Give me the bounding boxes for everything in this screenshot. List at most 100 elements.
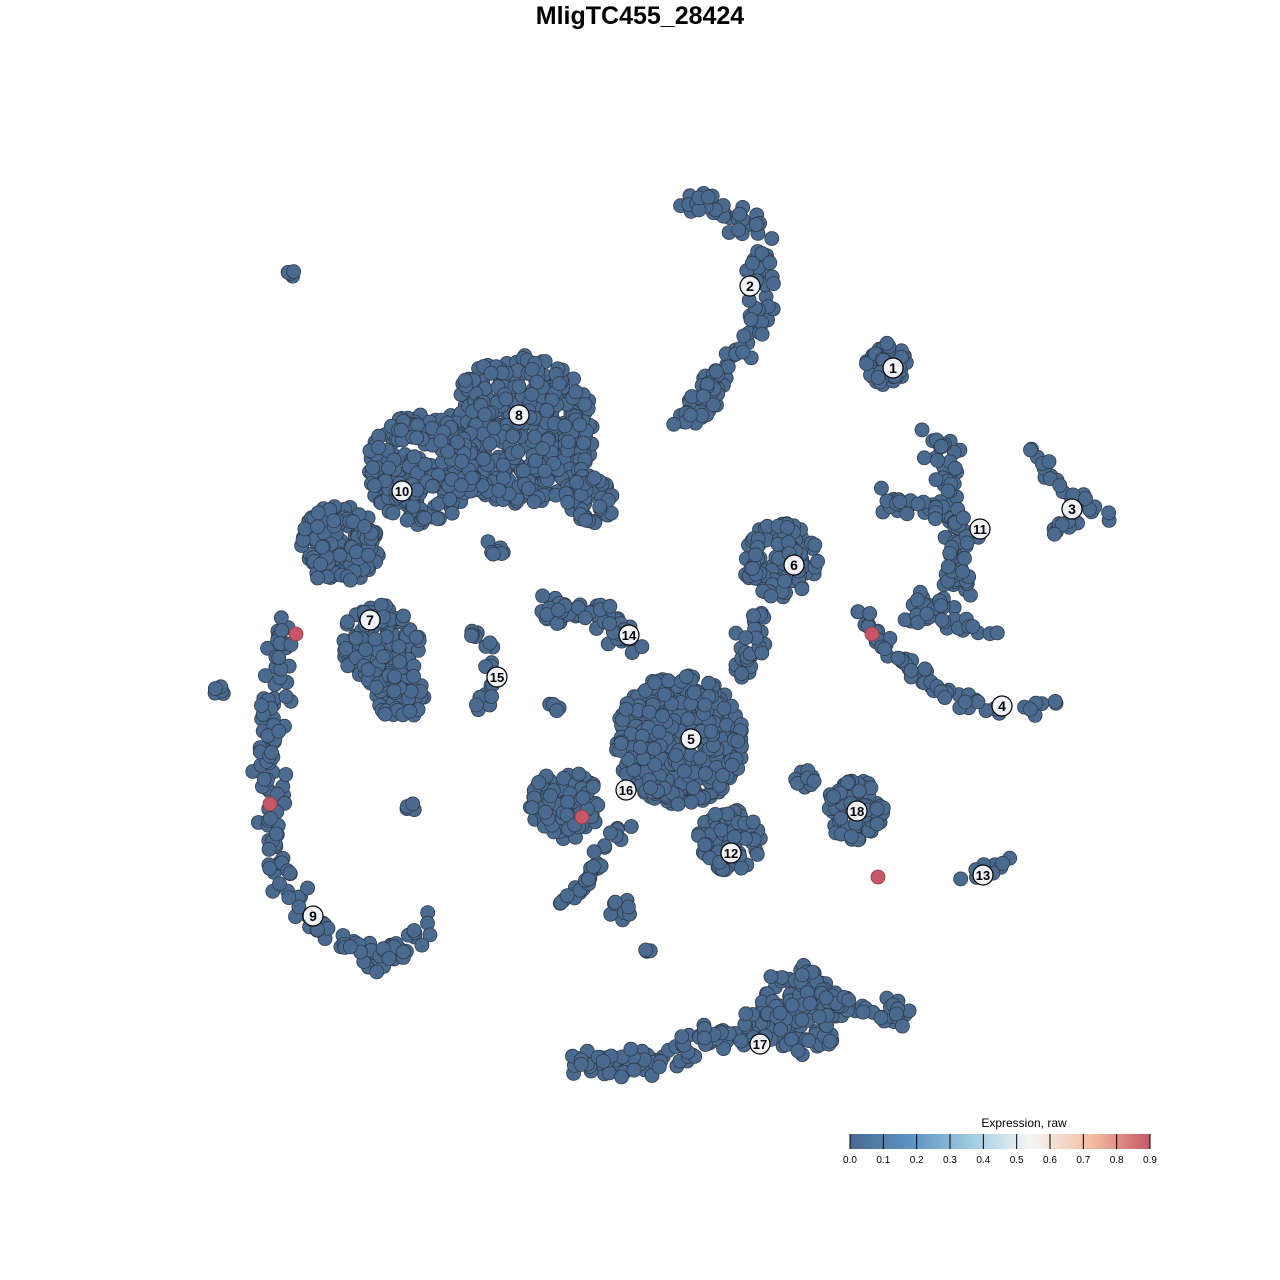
data-point bbox=[586, 470, 602, 486]
data-point bbox=[802, 996, 818, 1011]
data-point bbox=[851, 783, 867, 799]
data-point bbox=[414, 937, 430, 953]
data-point bbox=[449, 434, 465, 450]
cluster-label: 8 bbox=[508, 404, 530, 426]
data-point bbox=[453, 477, 469, 493]
data-point bbox=[810, 553, 825, 569]
data-point bbox=[262, 861, 278, 876]
data-point bbox=[385, 505, 401, 521]
data-point bbox=[527, 429, 543, 445]
data-point bbox=[794, 1012, 810, 1028]
cluster-label-badge bbox=[1061, 498, 1083, 520]
data-point bbox=[515, 463, 531, 479]
data-point bbox=[910, 496, 926, 512]
colorbar-tick-label: 0.6 bbox=[1043, 1155, 1057, 1166]
data-point bbox=[569, 474, 584, 490]
data-point bbox=[794, 967, 810, 983]
cluster-label-text: 3 bbox=[1068, 501, 1076, 517]
data-point bbox=[550, 602, 566, 618]
data-point bbox=[559, 888, 575, 903]
data-point bbox=[873, 1010, 889, 1026]
cluster-label-badge bbox=[486, 666, 508, 688]
cluster-label-text: 7 bbox=[366, 612, 374, 628]
data-point bbox=[577, 610, 593, 626]
data-point bbox=[806, 773, 822, 789]
data-point bbox=[586, 844, 602, 860]
data-point bbox=[399, 512, 415, 528]
data-point bbox=[310, 505, 326, 521]
data-point bbox=[942, 545, 958, 561]
data-point bbox=[392, 654, 408, 670]
data-point bbox=[342, 572, 358, 588]
data-point bbox=[889, 1006, 904, 1022]
data-point bbox=[560, 434, 576, 450]
cluster-label-badge bbox=[720, 842, 742, 864]
cluster-label: 15 bbox=[486, 666, 508, 688]
data-point bbox=[646, 741, 662, 757]
data-point bbox=[869, 801, 885, 817]
data-point bbox=[484, 689, 500, 704]
data-point bbox=[505, 429, 521, 444]
data-point bbox=[716, 1041, 731, 1056]
data-point bbox=[734, 860, 749, 876]
cluster-label-badge bbox=[882, 357, 904, 379]
data-point bbox=[613, 735, 629, 751]
cluster-label-badge bbox=[302, 905, 324, 927]
data-point bbox=[777, 573, 792, 589]
data-point bbox=[1041, 454, 1057, 470]
data-point bbox=[444, 505, 460, 521]
data-point bbox=[551, 376, 567, 392]
data-point bbox=[833, 810, 849, 826]
data-point bbox=[708, 363, 724, 379]
data-point bbox=[367, 478, 382, 493]
data-point bbox=[684, 794, 699, 810]
colorbar-tick-label: 0.1 bbox=[876, 1155, 890, 1166]
data-point bbox=[365, 460, 381, 476]
data-point bbox=[602, 616, 617, 631]
data-point bbox=[405, 796, 421, 812]
data-point bbox=[391, 639, 407, 654]
cluster-label-text: 6 bbox=[790, 557, 798, 573]
data-point bbox=[535, 441, 551, 457]
data-point bbox=[763, 588, 779, 604]
data-point bbox=[340, 614, 355, 630]
data-point bbox=[676, 763, 692, 779]
cluster-label: 18 bbox=[846, 800, 868, 822]
cluster-label-badge bbox=[783, 554, 805, 576]
colorbar-tick-label: 0.5 bbox=[1010, 1155, 1024, 1166]
data-point bbox=[763, 969, 779, 984]
data-point bbox=[661, 673, 676, 689]
data-point bbox=[772, 1005, 788, 1021]
data-point bbox=[697, 837, 713, 853]
points-layer bbox=[207, 185, 1117, 1085]
data-point bbox=[402, 703, 418, 719]
data-point bbox=[811, 1009, 827, 1025]
data-point bbox=[1052, 477, 1068, 493]
data-point bbox=[1101, 505, 1117, 521]
data-point bbox=[928, 511, 943, 527]
data-point bbox=[632, 739, 648, 755]
cluster-label: 6 bbox=[783, 554, 805, 576]
data-point bbox=[892, 494, 908, 510]
data-point bbox=[338, 641, 354, 656]
data-point bbox=[698, 766, 713, 781]
data-point bbox=[386, 683, 402, 699]
data-point bbox=[903, 663, 919, 678]
data-point bbox=[406, 668, 422, 684]
data-point bbox=[623, 819, 639, 834]
data-point bbox=[396, 608, 411, 624]
data-point bbox=[930, 452, 945, 468]
data-point bbox=[685, 780, 701, 796]
data-point bbox=[281, 890, 297, 905]
data-point bbox=[313, 556, 329, 572]
data-point bbox=[855, 1004, 871, 1020]
data-point bbox=[568, 384, 584, 400]
data-point bbox=[300, 880, 316, 896]
data-point bbox=[956, 510, 971, 526]
data-point bbox=[701, 675, 716, 691]
data-point bbox=[647, 675, 663, 690]
data-point bbox=[651, 724, 667, 740]
data-point bbox=[749, 217, 764, 232]
colorbar-tick-label: 0.3 bbox=[943, 1155, 957, 1166]
data-point bbox=[310, 570, 326, 586]
